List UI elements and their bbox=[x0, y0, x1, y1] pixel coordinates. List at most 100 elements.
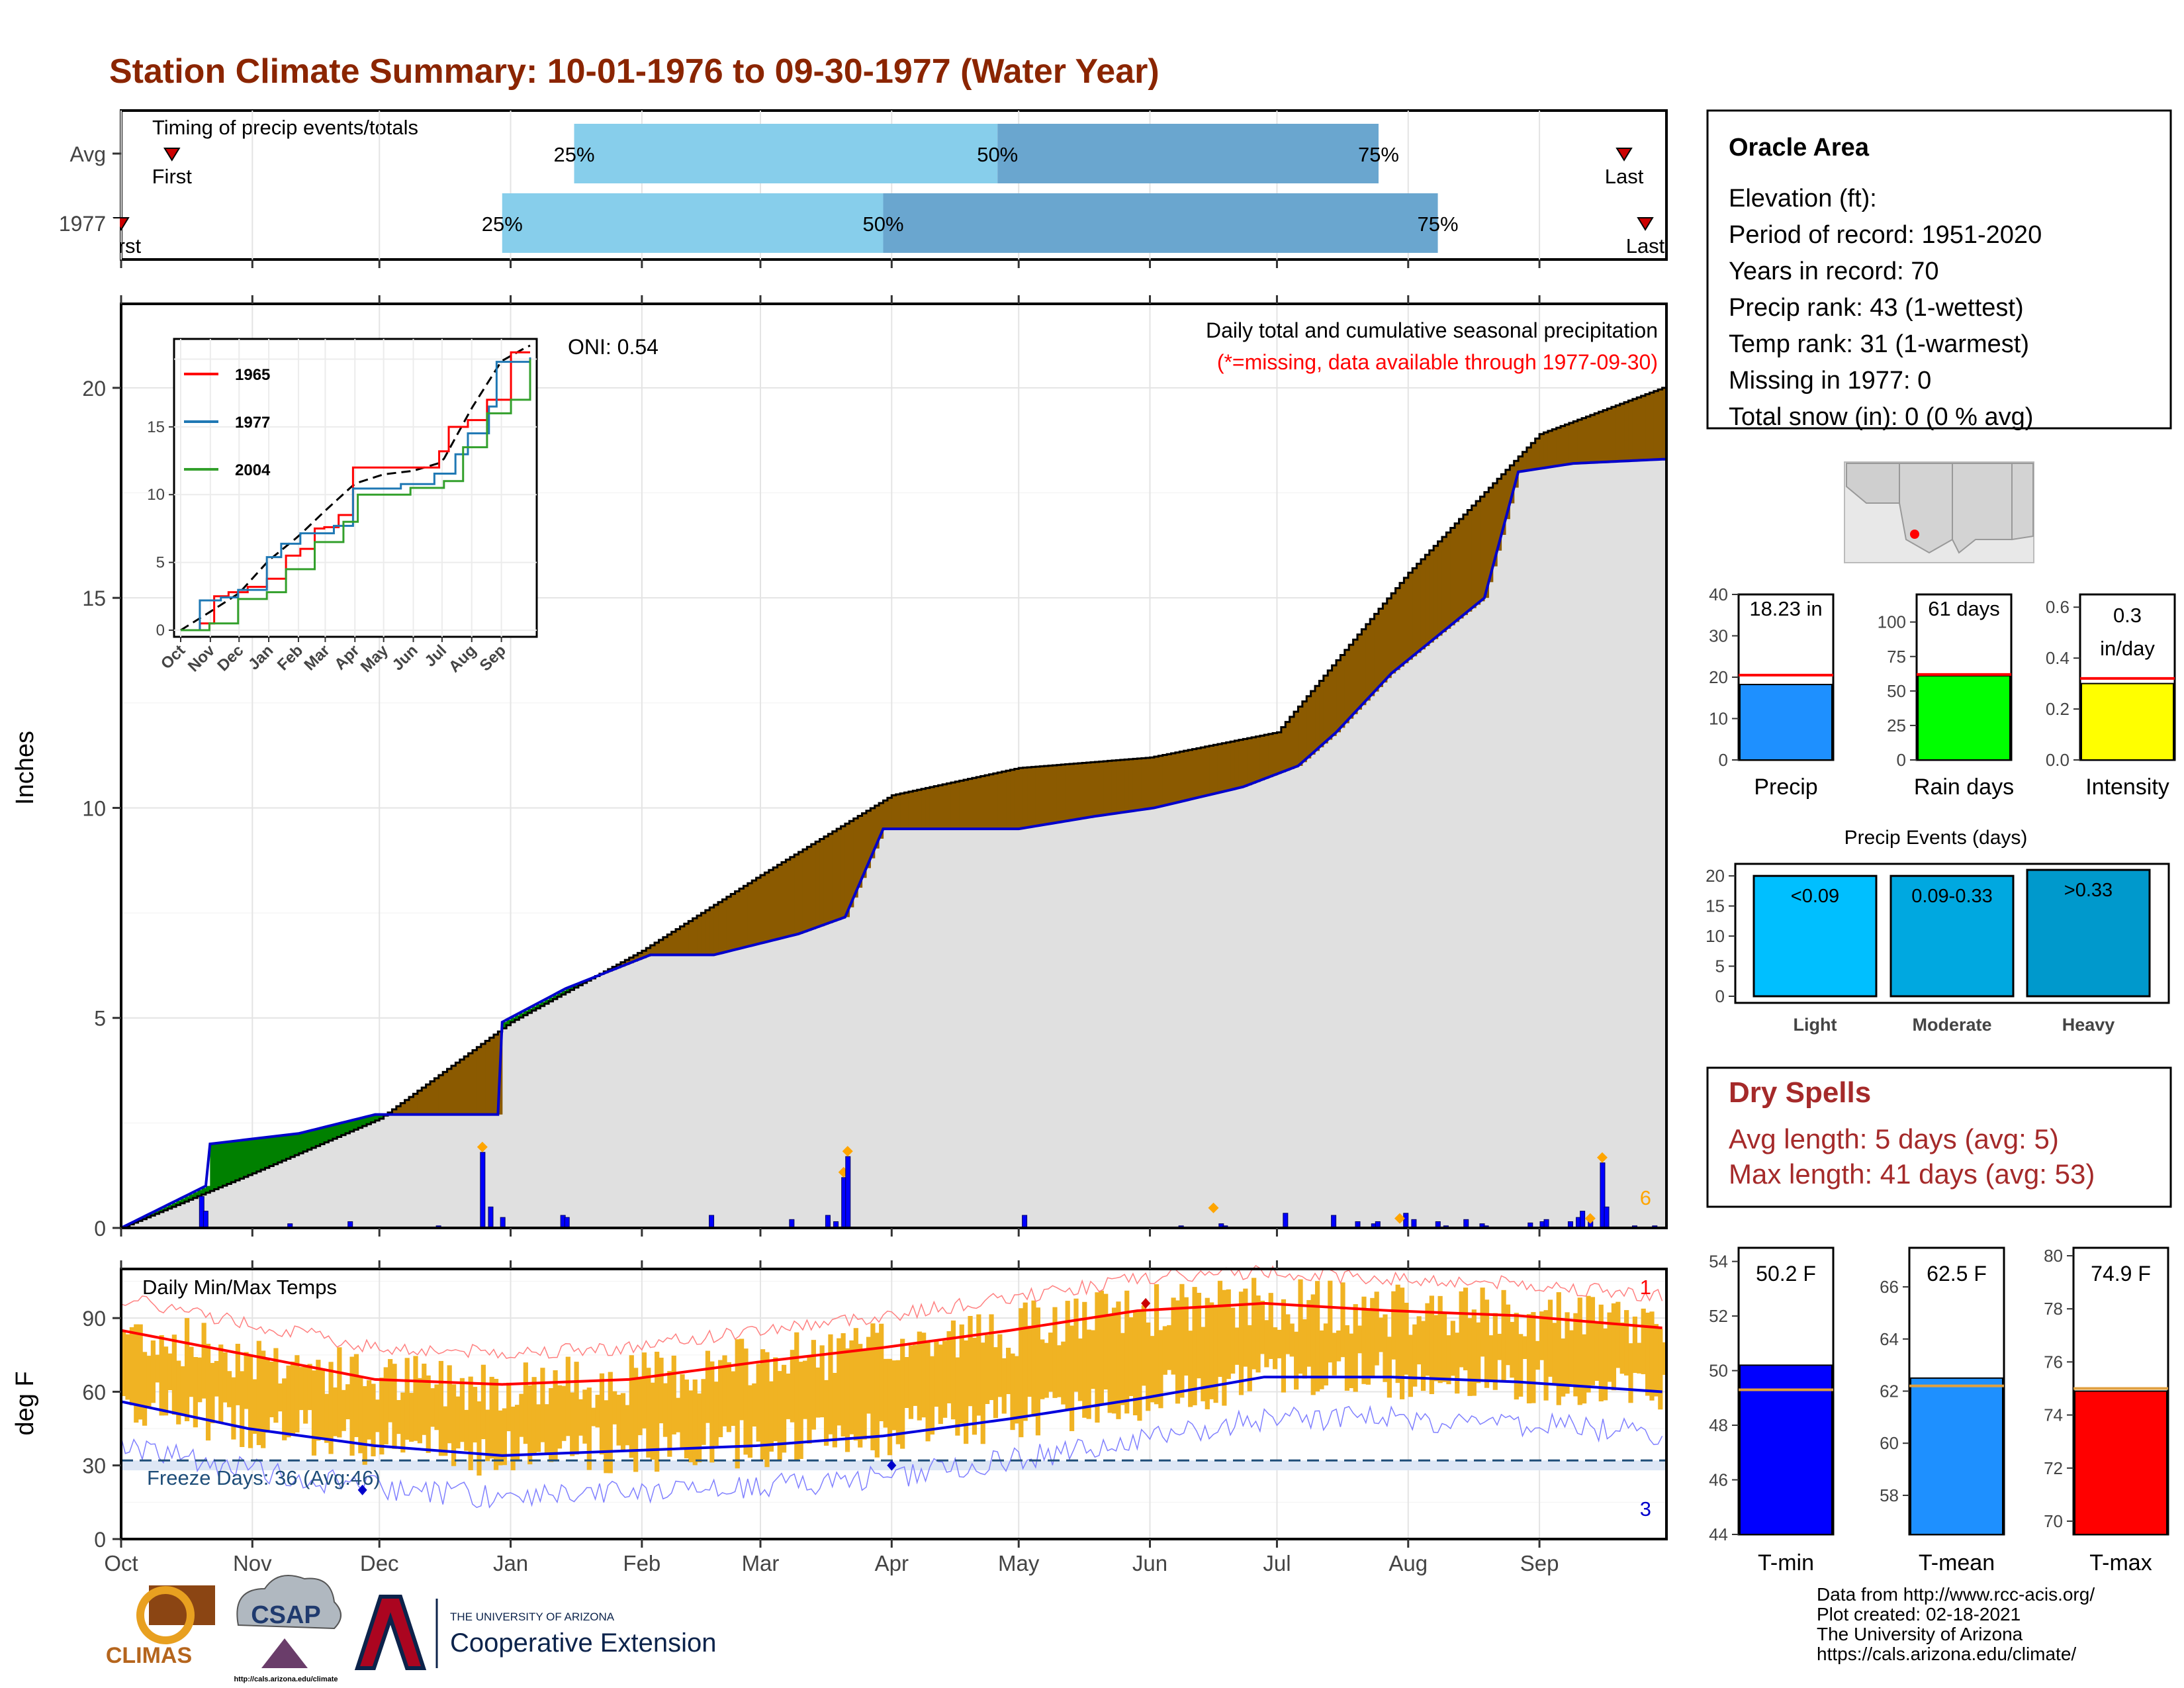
precip-deficit-area bbox=[870, 808, 876, 859]
daily-temp-range-bar bbox=[1120, 1333, 1125, 1405]
precip-deficit-area bbox=[1099, 761, 1104, 816]
daily-temp-range-bar bbox=[362, 1386, 367, 1465]
timing-first-marker bbox=[163, 148, 181, 162]
precip-deficit-area bbox=[1196, 748, 1201, 798]
precip-deficit-area bbox=[1095, 761, 1100, 817]
daily-temp-range-bar bbox=[574, 1362, 579, 1455]
daily-temp-range-bar bbox=[697, 1393, 702, 1462]
month-label: Jan bbox=[493, 1551, 528, 1575]
daily-temp-range-bar bbox=[210, 1362, 215, 1424]
daily-temp-range-bar bbox=[1031, 1300, 1036, 1417]
daily-temp-range-bar bbox=[1196, 1293, 1202, 1379]
daily-temp-range-bar bbox=[1052, 1307, 1058, 1398]
mini-bar-ytick-label: 40 bbox=[1709, 585, 1728, 604]
station-info-line: Elevation (ft): bbox=[1729, 185, 1877, 212]
daily-temp-range-bar bbox=[1264, 1320, 1269, 1368]
precip-surplus-area bbox=[176, 1200, 181, 1205]
daily-temp-range-bar bbox=[413, 1356, 418, 1441]
precip-deficit-area bbox=[786, 859, 791, 937]
daily-temp-range-bar bbox=[595, 1395, 600, 1428]
daily-temp-range-bar bbox=[718, 1360, 723, 1438]
daily-temp-range-bar bbox=[667, 1371, 672, 1457]
daily-temp-range-bar bbox=[1624, 1310, 1629, 1376]
precip-surplus-area bbox=[256, 1138, 261, 1172]
daily-temp-range-bar bbox=[904, 1356, 909, 1409]
daily-temp-range-bar bbox=[913, 1344, 918, 1406]
precip-surplus-area bbox=[307, 1131, 312, 1150]
temp-bar-ytick-label: 78 bbox=[2044, 1299, 2063, 1319]
precip-deficit-area bbox=[1192, 749, 1197, 799]
credits: Data from http://www.rcc-acis.org/Plot c… bbox=[1817, 1584, 2095, 1664]
events-ytick-label: 0 bbox=[1715, 986, 1725, 1006]
mini-bar-ytick-label: 0.4 bbox=[2046, 648, 2070, 668]
daily-temp-range-bar bbox=[781, 1364, 787, 1453]
daily-temp-range-bar bbox=[180, 1366, 185, 1417]
precip-deficit-area bbox=[409, 1097, 414, 1115]
precip-deficit-area bbox=[1027, 767, 1032, 828]
daily-temp-range-bar bbox=[345, 1384, 351, 1420]
precip-surplus-area bbox=[523, 1011, 528, 1015]
oni-value: ONI: 0.54 bbox=[568, 335, 659, 359]
precip-surplus-area bbox=[367, 1116, 372, 1125]
daily-temp-range-bar bbox=[417, 1378, 423, 1444]
daily-temp-range-bar bbox=[1107, 1314, 1113, 1413]
month-label: Jul bbox=[1263, 1551, 1291, 1575]
daily-temp-range-bar bbox=[671, 1355, 676, 1434]
timing-q75: 75% bbox=[1358, 143, 1399, 166]
daily-temp-range-bar bbox=[802, 1360, 808, 1419]
precip-deficit-area bbox=[1124, 759, 1130, 812]
credit-line: https://cals.arizona.edu/climate/ bbox=[1817, 1644, 2076, 1664]
daily-precip-bars bbox=[199, 1141, 1658, 1229]
daily-temp-range-bar bbox=[1175, 1300, 1181, 1404]
daily-temp-range-bar bbox=[1217, 1280, 1223, 1378]
precip-deficit-area bbox=[430, 1081, 435, 1115]
temp-bar-ytick-label: 62 bbox=[1880, 1382, 1899, 1401]
precip-surplus-area bbox=[159, 1209, 164, 1213]
daily-temp-range-bar bbox=[1582, 1334, 1587, 1404]
precip-events-content: 0 5 10 15 20 <0.09 Light 0.09-0.33 Moderate >0.33… bbox=[1706, 866, 2151, 1035]
daily-temp-range-bar bbox=[502, 1408, 507, 1466]
precip-deficit-area bbox=[1391, 593, 1396, 674]
daily-temp-range-bar bbox=[1361, 1296, 1367, 1384]
avg-max-line bbox=[120, 1301, 1662, 1386]
daily-temp-range-bar bbox=[451, 1384, 457, 1466]
daily-temp-range-bar bbox=[1590, 1297, 1596, 1385]
daily-temp-range-bar bbox=[917, 1331, 922, 1421]
precip-deficit-area bbox=[1294, 712, 1299, 768]
precip-deficit-area bbox=[1183, 751, 1189, 801]
daily-temp-range-bar bbox=[561, 1385, 567, 1441]
precip-deficit-area bbox=[667, 934, 672, 955]
precip-surplus-area bbox=[514, 1015, 520, 1020]
daily-temp-range-bar bbox=[1459, 1291, 1464, 1368]
daily-temp-range-bar bbox=[1383, 1314, 1388, 1382]
daily-temp-range-bar bbox=[388, 1359, 393, 1423]
daily-temp-range-bar bbox=[1441, 1313, 1447, 1382]
precip-deficit-area bbox=[925, 788, 931, 829]
precip-deficit-area bbox=[879, 803, 884, 839]
timing-last-marker bbox=[1637, 217, 1654, 231]
precip-deficit-area bbox=[1611, 406, 1616, 462]
precip-surplus-area bbox=[531, 1006, 537, 1011]
precip-deficit-area bbox=[1319, 680, 1324, 747]
daily-temp-range-bar bbox=[544, 1404, 549, 1454]
precip-surplus-area bbox=[261, 1138, 266, 1170]
daily-temp-range-bar bbox=[472, 1387, 478, 1443]
temp-bar-ytick-label: 74 bbox=[2044, 1405, 2063, 1425]
precip-deficit-area bbox=[489, 1037, 494, 1115]
daily-temp-range-bar bbox=[1298, 1279, 1303, 1374]
precip-deficit-area bbox=[760, 874, 765, 944]
precip-deficit-area bbox=[1111, 760, 1116, 814]
precip-surplus-area bbox=[201, 1188, 206, 1195]
precip-deficit-area bbox=[1437, 541, 1443, 636]
precip-deficit-area bbox=[976, 776, 981, 829]
precip-surplus-area bbox=[553, 995, 558, 1000]
extreme-precip-marker bbox=[1394, 1213, 1405, 1224]
daily-temp-range-bar bbox=[1561, 1338, 1566, 1397]
precip-deficit-area bbox=[480, 1044, 486, 1115]
precip-deficit-area bbox=[815, 841, 821, 928]
precip-deficit-area bbox=[1662, 387, 1667, 459]
daily-temp-range-bar bbox=[1302, 1319, 1308, 1379]
daily-temp-range-bar bbox=[591, 1407, 596, 1427]
daily-temp-range-bar bbox=[858, 1344, 863, 1448]
precip-surplus-area bbox=[240, 1140, 245, 1179]
